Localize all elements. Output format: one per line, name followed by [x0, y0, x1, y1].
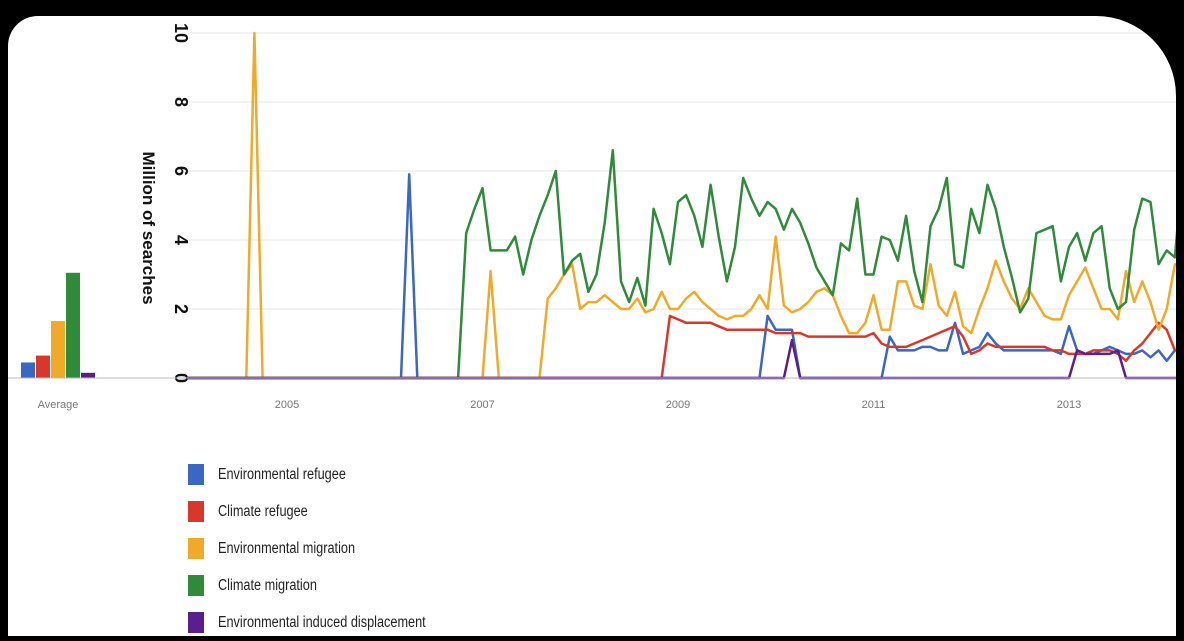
- average-label: Average: [38, 399, 79, 411]
- x-tick-label: 2011: [862, 399, 886, 411]
- y-tick-label: 6: [171, 166, 191, 176]
- average-bar: [36, 355, 50, 378]
- y-tick-label: 8: [171, 97, 191, 107]
- y-tick-label: 4: [171, 235, 191, 245]
- average-bar: [21, 362, 35, 378]
- legend-label: Environmental migration: [218, 539, 356, 557]
- average-bars: [21, 272, 95, 378]
- x-tick-label: 2005: [275, 399, 299, 411]
- legend: Environmental refugee Climate refugee Envi…: [188, 456, 471, 636]
- x-tick-label: 2007: [470, 399, 494, 411]
- legend-label: Climate refugee: [218, 502, 308, 520]
- chart-container: 0 2 4 6 8 10 2005 2007 2009 2011 2013 Average Milli…: [8, 16, 1176, 636]
- x-tick-label: 2009: [666, 399, 690, 411]
- series-line: [188, 31, 1176, 380]
- y-tick-label: 10: [171, 23, 191, 43]
- y-tick-label: 2: [171, 304, 191, 314]
- legend-item: Environmental migration: [188, 530, 471, 567]
- legend-item: Environmental refugee: [188, 456, 471, 493]
- legend-swatch: [188, 464, 204, 485]
- legend-swatch: [188, 612, 204, 633]
- legend-item: Climate migration: [188, 567, 471, 604]
- legend-label: Environmental refugee: [218, 465, 346, 483]
- series-lines: [188, 31, 1176, 380]
- x-tick-label: 2013: [1057, 399, 1081, 411]
- legend-swatch: [188, 575, 204, 596]
- gridlines: [188, 32, 1176, 379]
- average-bar: [81, 372, 95, 378]
- average-bar: [51, 321, 65, 378]
- legend-label: Climate migration: [218, 576, 317, 594]
- legend-item: Environmental induced displacement: [188, 604, 471, 636]
- series-line: [188, 149, 1176, 380]
- y-axis-label: Million of searches: [139, 151, 158, 304]
- average-bar: [66, 272, 80, 378]
- legend-label: Environmental induced displacement: [218, 613, 426, 631]
- legend-swatch: [188, 501, 204, 522]
- series-line: [188, 314, 1176, 380]
- legend-swatch: [188, 538, 204, 559]
- legend-item: Climate refugee: [188, 493, 471, 530]
